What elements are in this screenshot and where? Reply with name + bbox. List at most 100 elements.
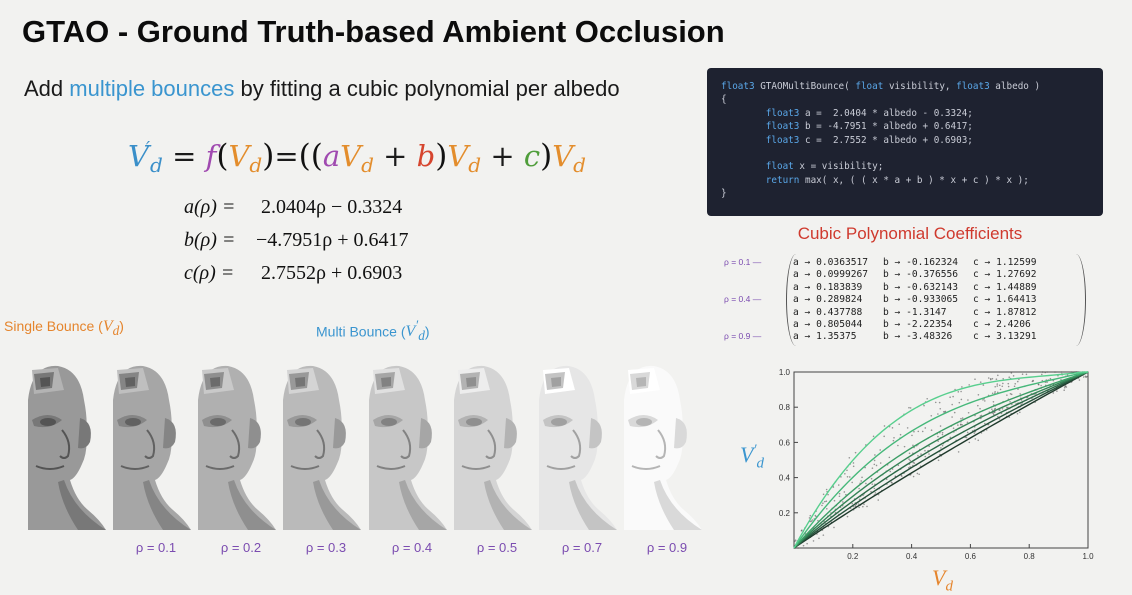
sample-point [1002,377,1004,380]
multibounce-plot: 0.2 0.4 0.6 0.8 1.0 0.2 0.4 0.6 0.8 1.0 [779,368,1094,561]
sample-point [846,476,849,478]
sample-point [1037,383,1040,386]
sample-point [980,414,983,417]
sample-point [1006,394,1008,396]
coefficients-matrix: a → 0.0363517 b → -0.162324 c → 1.12599 a →… [786,254,1086,346]
sample-point [939,407,942,410]
sample-point [891,427,894,429]
sample-point [893,436,895,439]
sample-point [979,407,981,410]
coefficients-title: Cubic Polynomial Coefficients [797,224,1023,243]
sample-point [906,427,909,429]
sample-point [1052,392,1055,394]
coefficient-a: a → 0.183839 [793,281,863,293]
sample-point [796,547,799,549]
sample-point [930,429,933,431]
sample-point [924,455,927,458]
code-line: float3 a = 2.0404 * albedo - 0.3324; [765,107,973,119]
sample-point [832,486,835,488]
sample-point [908,458,910,460]
sample-point [1060,371,1063,373]
coefficient-a: a → 0.0999267 [793,269,869,281]
sample-point [1012,375,1015,377]
coefficient-a: a → 0.805044 [793,319,863,330]
sample-point [949,396,951,399]
sample-point [833,526,835,529]
sample-point [993,408,996,411]
sample-point [897,444,899,447]
code-snippet: float3 GTAOMultiBounce( float visibility… [707,68,1103,216]
render-thumbnail [283,360,369,536]
sample-point [892,439,895,442]
sample-point [794,539,797,542]
sample-point [818,537,820,540]
sample-point [917,454,919,457]
sample-point [957,391,960,393]
x-tick-label: 0.4 [906,552,918,561]
sample-point [1063,386,1066,389]
y-tick-label: 0.4 [779,474,791,483]
fit-curve [793,371,1089,549]
sample-point [808,517,811,519]
sample-point [1008,416,1011,418]
coefficient-b: b → -3.48326 [883,331,953,343]
sample-point [930,415,933,417]
sample-point [858,487,860,490]
sample-point [837,484,840,486]
code-line: float3 c = 2.7552 * albedo + 0.6903; [765,134,973,146]
subtitle: Add multiple bounces by fitting a cubic … [24,76,620,102]
sample-point [916,472,919,475]
multibounce-formula: V′d = f(Vd)=((aVd + b)Vd + c)Vd [128,138,586,177]
sample-point [977,439,980,442]
equation-a: a(ρ) = 2.0404ρ − 0.3324 [184,196,403,218]
y-tick-label: 0.8 [779,403,791,412]
sample-point [918,473,920,476]
coefficient-a: a → 0.0363517 [793,257,869,268]
code-line [721,147,1089,160]
sample-point [873,463,876,466]
sample-point [994,385,997,388]
sample-point [907,466,910,469]
sample-point [951,403,953,406]
sample-point [1070,371,1073,373]
sample-point [913,462,916,464]
coefficients-row: a → 0.437788 b → -1.3147 c → 1.87812 [787,307,1087,320]
sample-point [846,515,849,518]
sample-point [810,520,813,522]
fit-curve [793,371,1089,549]
sample-point [911,434,913,437]
sample-point [926,397,929,400]
sample-point [957,451,960,453]
multi-bounce-label: Multi Bounce (V′d) [316,318,430,344]
sample-point [1046,381,1048,384]
sample-point [871,467,874,469]
sample-point [1006,406,1008,409]
coefficient-c: c → 1.44889 [973,281,1037,293]
sample-point [941,444,944,447]
sample-point [848,456,851,459]
code-line: float3 GTAOMultiBounce( float visibility… [721,81,1041,92]
sample-point [924,427,927,429]
equation-c: c(ρ) = 2.7552ρ + 0.6903 [184,262,403,284]
sample-point [1019,411,1021,414]
coefficient-b: b → -0.376556 [883,269,959,281]
sample-point [1014,383,1017,385]
sample-point [870,490,872,493]
sample-point [912,475,915,478]
fit-curve [793,371,1089,549]
sample-point [951,416,953,418]
rho-tag: ρ = 0.4 — [724,294,762,305]
sample-point [825,488,828,491]
sample-point [937,413,939,415]
sample-point [809,514,812,517]
sample-point [852,465,855,468]
coefficient-c: c → 2.4206 [973,319,1031,330]
sample-point [851,502,854,505]
y-tick-label: 0.6 [779,438,791,447]
sample-point [885,478,888,481]
sample-point [1017,388,1019,390]
sample-point [974,378,976,381]
formula-vd: Vd [228,139,263,177]
sample-point [1078,379,1081,381]
x-tick-label: 1.0 [1082,552,1094,561]
